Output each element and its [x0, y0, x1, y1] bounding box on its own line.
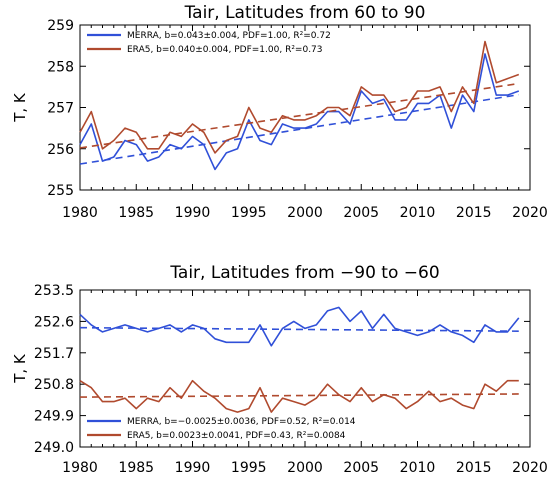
x-tick-label: 2020	[512, 460, 548, 476]
legend-label-merra: MERRA, b=0.043±0.004, PDF=1.00, R²=0.72	[127, 31, 331, 41]
chart-title: Tair, Latitudes from −90 to −60	[169, 263, 439, 283]
y-axis: 255 256 257 258 259	[47, 18, 530, 199]
series-merra	[79, 306, 520, 347]
x-tick-label: 2005	[343, 460, 379, 476]
legend-label-era5: ERA5, b=0.0023±0.0041, PDF=0.43, R²=0.00…	[127, 431, 346, 441]
trend-line-era5	[79, 82, 519, 149]
y-tick-label: 251.7	[34, 346, 74, 362]
x-tick-label: 1985	[118, 205, 154, 221]
x-axis: 1980 1985 1990 1995 2000 2005 2010 2015 2020	[62, 25, 548, 221]
x-tick-label: 2005	[343, 205, 379, 221]
y-tick-label: 258	[47, 59, 74, 75]
y-axis-label: T, K	[11, 353, 29, 384]
x-tick-label: 1990	[175, 205, 211, 221]
y-tick-label: 249.9	[34, 409, 74, 425]
series-merra	[79, 53, 520, 171]
y-tick-label: 250.8	[34, 377, 74, 393]
x-axis: 1980 1985 1990 1995 2000 2005 2010 2015 2020	[62, 290, 548, 476]
y-axis: 249.0 249.9 250.8 251.7 252.6 253.5	[34, 283, 530, 456]
series-line-merra	[79, 53, 520, 171]
x-tick-label: 1990	[175, 460, 211, 476]
x-tick-label: 2010	[400, 460, 436, 476]
trend-line-era5	[79, 393, 519, 398]
x-tick-label: 2000	[287, 460, 323, 476]
x-tick-label: 1985	[118, 460, 154, 476]
y-tick-label: 252.6	[34, 314, 74, 330]
y-tick-label: 257	[47, 101, 74, 117]
legend-label-merra: MERRA, b=−0.0025±0.0036, PDF=0.52, R²=0.…	[127, 417, 356, 427]
legend-label-era5: ERA5, b=0.040±0.004, PDF=1.00, R²=0.73	[127, 45, 323, 55]
x-tick-label: 1995	[231, 205, 267, 221]
x-tick-label: 2010	[400, 205, 436, 221]
x-tick-label: 2015	[456, 460, 492, 476]
x-tick-label: 1995	[231, 460, 267, 476]
x-tick-label: 1980	[62, 205, 98, 221]
x-tick-label: 2020	[512, 205, 548, 221]
series-line-era5	[79, 379, 519, 413]
series-era5	[79, 379, 519, 413]
chart-title: Tair, Latitudes from 60 to 90	[184, 3, 426, 23]
y-tick-label: 259	[47, 18, 74, 34]
trend-line-merra	[79, 93, 519, 165]
y-tick-label: 253.5	[34, 283, 74, 299]
series-line-era5	[79, 40, 520, 154]
x-tick-label: 2000	[287, 205, 323, 221]
y-tick-label: 256	[47, 142, 74, 158]
x-tick-label: 1980	[62, 460, 98, 476]
series-era5	[79, 40, 520, 154]
chart-panel-1: Tair, Latitudes from 60 to 90 1980 1985 199…	[11, 3, 548, 221]
y-tick-label: 249.0	[34, 440, 74, 456]
trend-line-merra	[79, 326, 519, 332]
y-axis-label: T, K	[11, 92, 29, 123]
y-tick-label: 255	[47, 183, 74, 199]
series-line-merra	[79, 306, 520, 347]
x-tick-label: 2015	[456, 205, 492, 221]
